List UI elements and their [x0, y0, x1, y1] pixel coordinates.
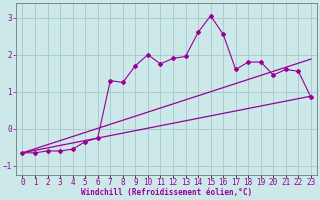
X-axis label: Windchill (Refroidissement éolien,°C): Windchill (Refroidissement éolien,°C)	[81, 188, 252, 197]
